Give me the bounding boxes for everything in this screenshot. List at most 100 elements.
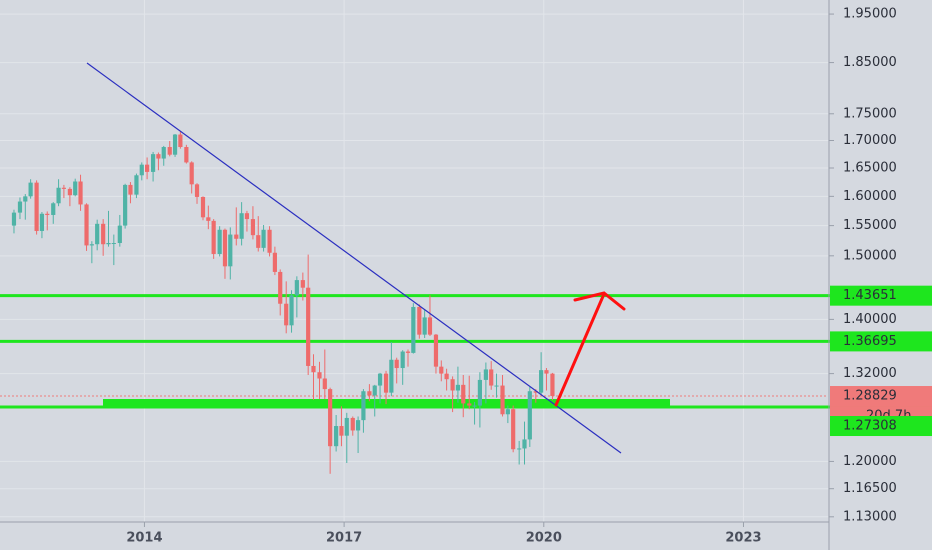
candle-body	[367, 391, 372, 396]
candle-body	[306, 287, 311, 366]
level-box	[830, 331, 932, 352]
candle-body	[539, 370, 544, 393]
candle-body	[89, 244, 94, 246]
y-tick-label: 1.75000	[843, 106, 897, 121]
candle-body	[433, 334, 439, 367]
arrow-shaft	[554, 292, 606, 407]
candle-body	[500, 385, 505, 415]
level-label: 1.36695	[843, 334, 897, 349]
x-tick-label: 2017	[326, 531, 362, 546]
candle-body	[111, 243, 116, 245]
candle-body	[106, 243, 111, 245]
candle-body	[250, 219, 256, 236]
candle-body	[383, 373, 389, 393]
candle-body	[134, 175, 139, 195]
candle-body	[161, 147, 166, 159]
candle-body	[427, 317, 433, 335]
candle-body	[84, 204, 89, 246]
candle-body	[128, 184, 133, 195]
last-price-label: 1.28829	[843, 389, 897, 404]
candle-body	[51, 203, 56, 215]
candle-body	[123, 184, 128, 226]
candle-body	[417, 306, 422, 335]
candle-body	[256, 235, 261, 248]
candle-body	[344, 417, 349, 436]
candle-body	[328, 389, 333, 447]
candle-body	[533, 391, 538, 393]
grid	[0, 0, 828, 522]
candle-body	[172, 134, 178, 155]
candle-body	[289, 295, 294, 326]
arrow-head	[573, 291, 626, 311]
candle-body	[244, 213, 250, 220]
candle-body	[267, 229, 272, 253]
candle-body	[167, 147, 172, 155]
y-tick-label: 1.60000	[843, 189, 897, 204]
candle-body	[467, 403, 472, 406]
level-box	[830, 416, 932, 437]
y-tick-label: 1.95000	[843, 7, 897, 22]
y-tick-label: 1.85000	[843, 55, 897, 70]
candles	[11, 131, 555, 474]
level-label: 1.43651	[843, 288, 897, 303]
candle-body	[211, 220, 216, 254]
candle-body	[300, 280, 305, 288]
y-tick-label: 1.20000	[843, 454, 897, 469]
candle-body	[67, 188, 72, 196]
candle-body	[39, 213, 45, 231]
candle-body	[206, 217, 211, 221]
candle-body	[178, 134, 183, 148]
candle-body	[200, 196, 206, 218]
candle-body	[101, 223, 106, 245]
candle-body	[400, 351, 405, 369]
candle-body	[261, 229, 266, 248]
candle-body	[355, 420, 361, 431]
level-label: 1.27308	[843, 419, 897, 434]
candle-body	[234, 234, 239, 239]
y-tick-label: 1.16500	[843, 481, 897, 496]
candle-body	[444, 373, 449, 380]
candle-body	[477, 379, 482, 406]
arrow	[554, 291, 626, 407]
candle-body	[517, 448, 522, 450]
x-tick-label: 2020	[526, 531, 562, 546]
candle-body	[17, 201, 23, 213]
y-tick-label: 1.13000	[843, 509, 897, 524]
y-tick-label: 1.50000	[843, 248, 897, 263]
candle-body	[139, 164, 144, 176]
candle-body	[11, 212, 17, 226]
candle-body	[28, 182, 33, 197]
y-tick-label: 1.32000	[843, 366, 897, 381]
candle-body	[334, 426, 339, 447]
candle-body	[117, 225, 122, 244]
candle-body	[511, 409, 516, 450]
candle-body	[56, 187, 61, 204]
candle-body	[389, 359, 394, 393]
candle-body	[194, 184, 200, 197]
candle-body	[494, 385, 499, 387]
y-tick-label: 1.65000	[843, 160, 897, 175]
y-tick-label: 1.70000	[843, 133, 897, 148]
candle-body	[73, 181, 78, 196]
last-price-box	[830, 386, 932, 407]
level-box	[830, 285, 932, 306]
candle-body	[505, 409, 510, 415]
candle-body	[450, 379, 455, 391]
candle-body	[544, 370, 549, 374]
candle-body	[522, 439, 527, 449]
candle-body	[394, 359, 399, 369]
candle-body	[239, 213, 244, 239]
candle-body	[23, 196, 28, 202]
candle-body	[311, 365, 316, 373]
candle-body	[217, 229, 222, 254]
candle-body	[527, 391, 532, 440]
candle-body	[455, 384, 461, 391]
candle-body	[78, 181, 83, 205]
candle-body	[278, 271, 283, 304]
x-tick-label: 2014	[126, 531, 162, 546]
candle-body	[144, 164, 150, 172]
y-tick-label: 1.40000	[843, 312, 897, 327]
candle-body	[34, 182, 39, 231]
candle-body	[272, 252, 277, 272]
